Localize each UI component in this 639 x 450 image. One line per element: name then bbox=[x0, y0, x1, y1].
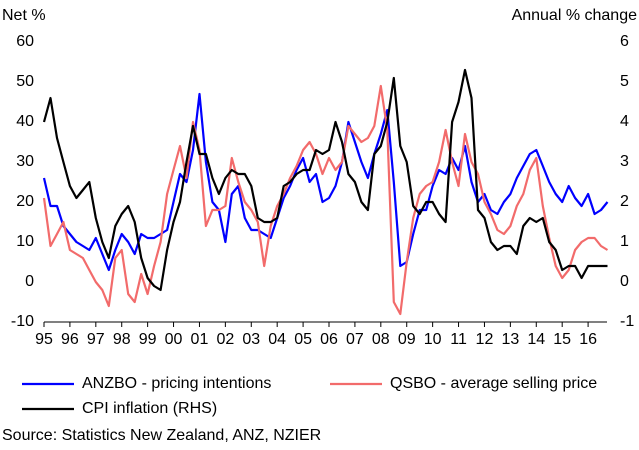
y2-tick-label: 0 bbox=[620, 273, 629, 290]
legend-label: CPI inflation (RHS) bbox=[82, 400, 217, 417]
x-tick-label: 11 bbox=[450, 331, 467, 348]
x-tick-label: 16 bbox=[579, 331, 597, 348]
x-tick-label: 04 bbox=[268, 331, 286, 348]
legend-label: QSBO - average selling price bbox=[390, 375, 597, 392]
x-tick-label: 97 bbox=[87, 331, 105, 348]
x-tick-label: 10 bbox=[424, 331, 442, 348]
y-tick-label: 30 bbox=[16, 153, 34, 170]
x-tick-label: 01 bbox=[191, 331, 209, 348]
y-tick-label: 20 bbox=[16, 193, 34, 210]
x-tick-label: 98 bbox=[113, 331, 131, 348]
y-tick-label: 0 bbox=[25, 273, 34, 290]
x-tick-label: 07 bbox=[346, 331, 364, 348]
x-tick-label: 13 bbox=[501, 331, 519, 348]
y-axis-title: Net % bbox=[2, 7, 46, 24]
y2-tick-label: 5 bbox=[620, 73, 629, 90]
y-tick-label: 10 bbox=[16, 233, 34, 250]
y2-tick-label: 6 bbox=[620, 33, 629, 50]
series-line bbox=[42, 84, 609, 316]
source-note: Source: Statistics New Zealand, ANZ, NZI… bbox=[2, 427, 321, 444]
x-tick-label: 06 bbox=[320, 331, 338, 348]
series-line bbox=[42, 92, 609, 272]
x-tick-label: 09 bbox=[398, 331, 416, 348]
y2-tick-label: -1 bbox=[620, 313, 634, 330]
x-tick-label: 08 bbox=[372, 331, 390, 348]
x-tick-label: 05 bbox=[294, 331, 312, 348]
y-tick-label: 60 bbox=[16, 33, 34, 50]
y2-tick-label: 2 bbox=[620, 193, 629, 210]
y-tick-label: 50 bbox=[16, 73, 34, 90]
x-tick-label: 14 bbox=[527, 331, 545, 348]
x-tick-label: 95 bbox=[35, 331, 53, 348]
y2-axis-title: Annual % change bbox=[512, 7, 638, 24]
x-tick-label: 15 bbox=[553, 331, 571, 348]
x-tick-label: 96 bbox=[61, 331, 79, 348]
y2-tick-label: 4 bbox=[620, 113, 629, 130]
y2-tick-label: 3 bbox=[620, 153, 629, 170]
series-line bbox=[42, 68, 608, 292]
x-tick-label: 99 bbox=[139, 331, 157, 348]
y-tick-label: 40 bbox=[16, 113, 34, 130]
x-tick-label: 12 bbox=[476, 331, 494, 348]
legend-label: ANZBO - pricing intentions bbox=[82, 375, 271, 392]
x-tick-label: 03 bbox=[242, 331, 260, 348]
y-tick-label: -10 bbox=[11, 313, 34, 330]
y2-tick-label: 1 bbox=[620, 233, 629, 250]
x-tick-label: 02 bbox=[216, 331, 234, 348]
x-tick-label: 00 bbox=[165, 331, 183, 348]
